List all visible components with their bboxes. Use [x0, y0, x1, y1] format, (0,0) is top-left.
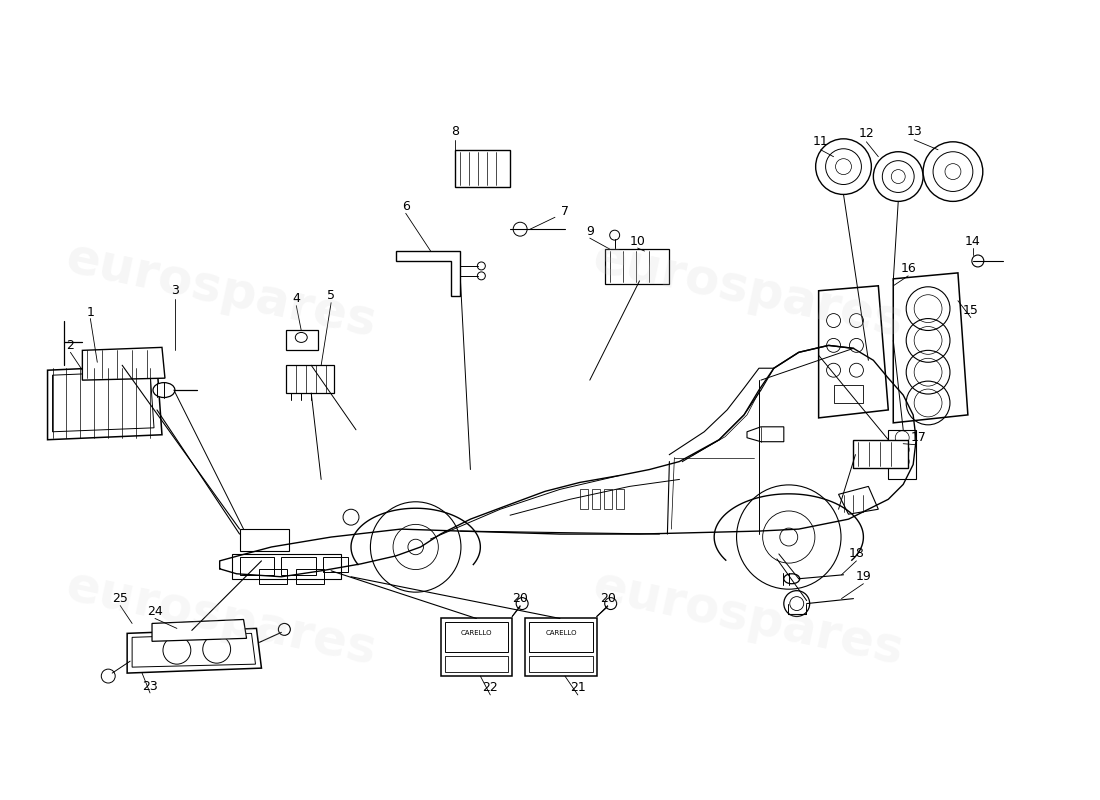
- Text: 21: 21: [570, 682, 585, 694]
- Text: eurospares: eurospares: [62, 234, 382, 347]
- Text: 22: 22: [483, 682, 498, 694]
- Bar: [889, 430, 916, 479]
- Bar: [605, 249, 670, 284]
- Text: CARELLO: CARELLO: [546, 630, 576, 636]
- Bar: [296, 569, 324, 584]
- Text: 15: 15: [962, 304, 979, 317]
- Bar: [854, 440, 909, 467]
- Text: 8: 8: [451, 126, 460, 138]
- Polygon shape: [82, 347, 165, 380]
- Text: 6: 6: [402, 200, 409, 213]
- Ellipse shape: [153, 382, 175, 398]
- Bar: [240, 529, 289, 551]
- Text: 24: 24: [147, 605, 163, 618]
- Text: 9: 9: [586, 225, 594, 238]
- Text: 3: 3: [170, 284, 179, 298]
- Text: 11: 11: [813, 135, 828, 148]
- Circle shape: [873, 152, 923, 202]
- Bar: [444, 622, 508, 652]
- Polygon shape: [53, 371, 154, 432]
- Bar: [282, 557, 316, 574]
- Text: 2: 2: [66, 339, 75, 352]
- Ellipse shape: [784, 574, 800, 584]
- Text: 13: 13: [906, 126, 922, 138]
- Bar: [240, 557, 274, 574]
- Bar: [232, 554, 341, 578]
- Text: eurospares: eurospares: [62, 562, 382, 675]
- Bar: [616, 490, 624, 510]
- Polygon shape: [747, 427, 784, 442]
- Bar: [286, 330, 318, 350]
- Text: 10: 10: [629, 234, 646, 248]
- Text: eurospares: eurospares: [590, 234, 909, 347]
- Bar: [455, 150, 510, 187]
- Polygon shape: [893, 273, 968, 423]
- Bar: [444, 656, 508, 672]
- Text: 25: 25: [112, 592, 128, 605]
- Text: 5: 5: [327, 290, 336, 302]
- Text: 20: 20: [600, 592, 616, 605]
- Polygon shape: [152, 619, 246, 642]
- Text: 23: 23: [142, 679, 158, 693]
- Circle shape: [923, 142, 982, 202]
- Bar: [592, 490, 600, 510]
- Bar: [286, 366, 334, 393]
- Polygon shape: [396, 251, 461, 296]
- Text: 7: 7: [561, 205, 569, 218]
- Text: 12: 12: [858, 127, 874, 140]
- Text: 4: 4: [293, 292, 300, 306]
- Bar: [529, 656, 593, 672]
- Text: CARELLO: CARELLO: [461, 630, 492, 636]
- Text: 1: 1: [87, 306, 95, 319]
- Bar: [525, 618, 597, 676]
- Circle shape: [784, 590, 810, 617]
- Text: 17: 17: [910, 431, 926, 444]
- Bar: [604, 490, 612, 510]
- Text: 14: 14: [965, 234, 981, 248]
- Text: 19: 19: [856, 570, 871, 583]
- Bar: [580, 490, 587, 510]
- Bar: [529, 622, 593, 652]
- Polygon shape: [838, 486, 878, 514]
- Polygon shape: [128, 629, 262, 673]
- Text: 18: 18: [848, 547, 865, 561]
- Polygon shape: [132, 634, 255, 667]
- Bar: [441, 618, 513, 676]
- Bar: [834, 385, 864, 403]
- Polygon shape: [47, 366, 162, 440]
- Circle shape: [816, 139, 871, 194]
- Bar: [323, 557, 348, 572]
- Ellipse shape: [295, 333, 307, 342]
- Text: 20: 20: [513, 592, 528, 605]
- Bar: [260, 569, 287, 584]
- Text: eurospares: eurospares: [590, 562, 909, 675]
- Text: 16: 16: [900, 262, 916, 275]
- Polygon shape: [818, 286, 889, 418]
